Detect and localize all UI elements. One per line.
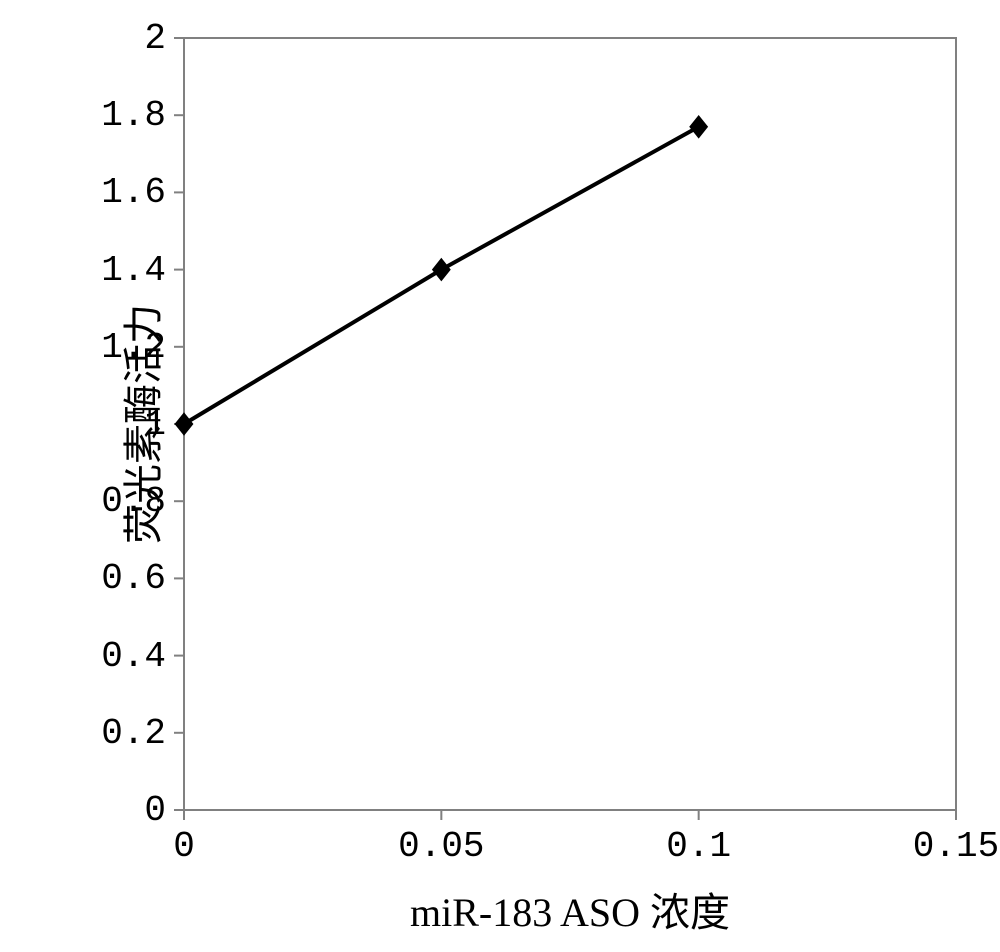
y-tick-label: 0.2 bbox=[101, 713, 166, 754]
x-tick-label: 0 bbox=[173, 826, 195, 867]
y-tick-label: 1.4 bbox=[101, 250, 166, 291]
y-tick-label: 0.8 bbox=[101, 481, 166, 522]
y-tick-label: 1.6 bbox=[101, 172, 166, 213]
chart-figure: 荧光素酶活力 miR-183 ASO 浓度 uM 00.20.40.60.811… bbox=[0, 0, 1000, 952]
y-tick-label: 0.6 bbox=[101, 558, 166, 599]
x-tick-label: 0.1 bbox=[666, 826, 731, 867]
y-tick-label: 0.4 bbox=[101, 636, 166, 677]
y-tick-label: 1 bbox=[144, 404, 166, 445]
y-tick-label: 1.8 bbox=[101, 95, 166, 136]
y-tick-label: 2 bbox=[144, 18, 166, 59]
y-tick-label: 0 bbox=[144, 790, 166, 831]
y-tick-label: 1.2 bbox=[101, 327, 166, 368]
x-axis-label: miR-183 ASO 浓度 bbox=[184, 880, 956, 938]
x-tick-label: 0.05 bbox=[398, 826, 484, 867]
x-tick-label: 0.15 bbox=[913, 826, 999, 867]
